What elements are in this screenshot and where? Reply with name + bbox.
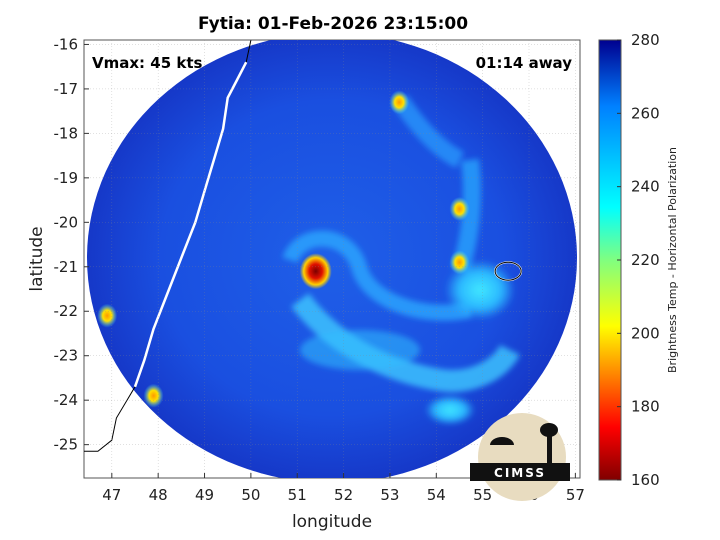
coastline-highlight <box>133 61 248 388</box>
y-tick-label: -18 <box>54 124 79 142</box>
chart-title: Fytia: 01-Feb-2026 23:15:00 <box>198 14 468 34</box>
southeast-blob <box>425 395 475 425</box>
x-axis-label: longitude <box>292 512 372 532</box>
colorbar-tick-label: 240 <box>631 178 660 196</box>
colorbar-tick-label: 180 <box>631 398 660 416</box>
y-tick-label: -23 <box>54 347 79 365</box>
x-tick-label: 51 <box>288 486 307 504</box>
swath-layer <box>84 40 577 478</box>
colorbar-tick-label: 200 <box>631 324 660 342</box>
y-tick-label: -19 <box>54 169 79 187</box>
colorbar-tick-label: 220 <box>631 251 660 269</box>
cold-spot-3 <box>449 250 470 275</box>
cold-spot-5 <box>143 383 164 408</box>
logo-dish-icon <box>490 437 514 445</box>
x-tick-label: 55 <box>473 486 492 504</box>
cold-spots <box>97 90 470 408</box>
south-band <box>300 330 420 370</box>
cold-spot-6 <box>97 303 118 328</box>
y-tick-label: -17 <box>54 80 79 98</box>
logo-tank-icon <box>540 423 558 437</box>
time-offset-label: 01:14 away <box>476 54 573 72</box>
colorbar-label: Brightness Temp - Horizontal Polarizatio… <box>666 147 679 373</box>
y-axis-label: latitude <box>27 226 47 291</box>
gridlines <box>84 40 580 478</box>
vmax-label: Vmax: 45 kts <box>92 54 202 72</box>
x-tick-label: 48 <box>149 486 168 504</box>
logo-tower-icon <box>547 430 552 463</box>
x-tick-label: 52 <box>334 486 353 504</box>
colorbar-ticks: 160 180 200 220 240 260 280 <box>617 31 660 489</box>
x-tick-label: 57 <box>566 486 585 504</box>
colorbar-tick-label: 280 <box>631 31 660 49</box>
x-tick-label: 50 <box>241 486 260 504</box>
cold-spot-1 <box>299 253 332 290</box>
x-tick-label: 53 <box>380 486 399 504</box>
island-outline-inner <box>494 261 522 281</box>
logo-banner <box>470 463 570 481</box>
y-ticks: -16 -17 -18 -19 -20 -21 -22 -23 -24 -25 <box>54 35 89 454</box>
y-tick-label: -25 <box>54 436 79 454</box>
cold-spot-2 <box>449 196 470 221</box>
spiral-band <box>291 293 520 392</box>
x-tick-label: 49 <box>195 486 214 504</box>
spiral-band-inner <box>282 230 472 321</box>
y-tick-label: -16 <box>54 35 79 53</box>
y-tick-label: -22 <box>54 302 79 320</box>
cimss-logo: CIMSS <box>470 413 570 501</box>
swath-disk <box>87 40 577 478</box>
y-tick-label: -21 <box>54 258 79 276</box>
colorbar-tick-label: 260 <box>631 104 660 122</box>
colorbar-tick-label: 160 <box>631 471 660 489</box>
y-tick-label: -20 <box>54 213 79 231</box>
x-tick-label: 47 <box>102 486 121 504</box>
y-tick-label: -24 <box>54 391 79 409</box>
x-tick-label: 54 <box>427 486 446 504</box>
logo-text: CIMSS <box>494 466 546 480</box>
cold-spot-4 <box>389 90 410 115</box>
